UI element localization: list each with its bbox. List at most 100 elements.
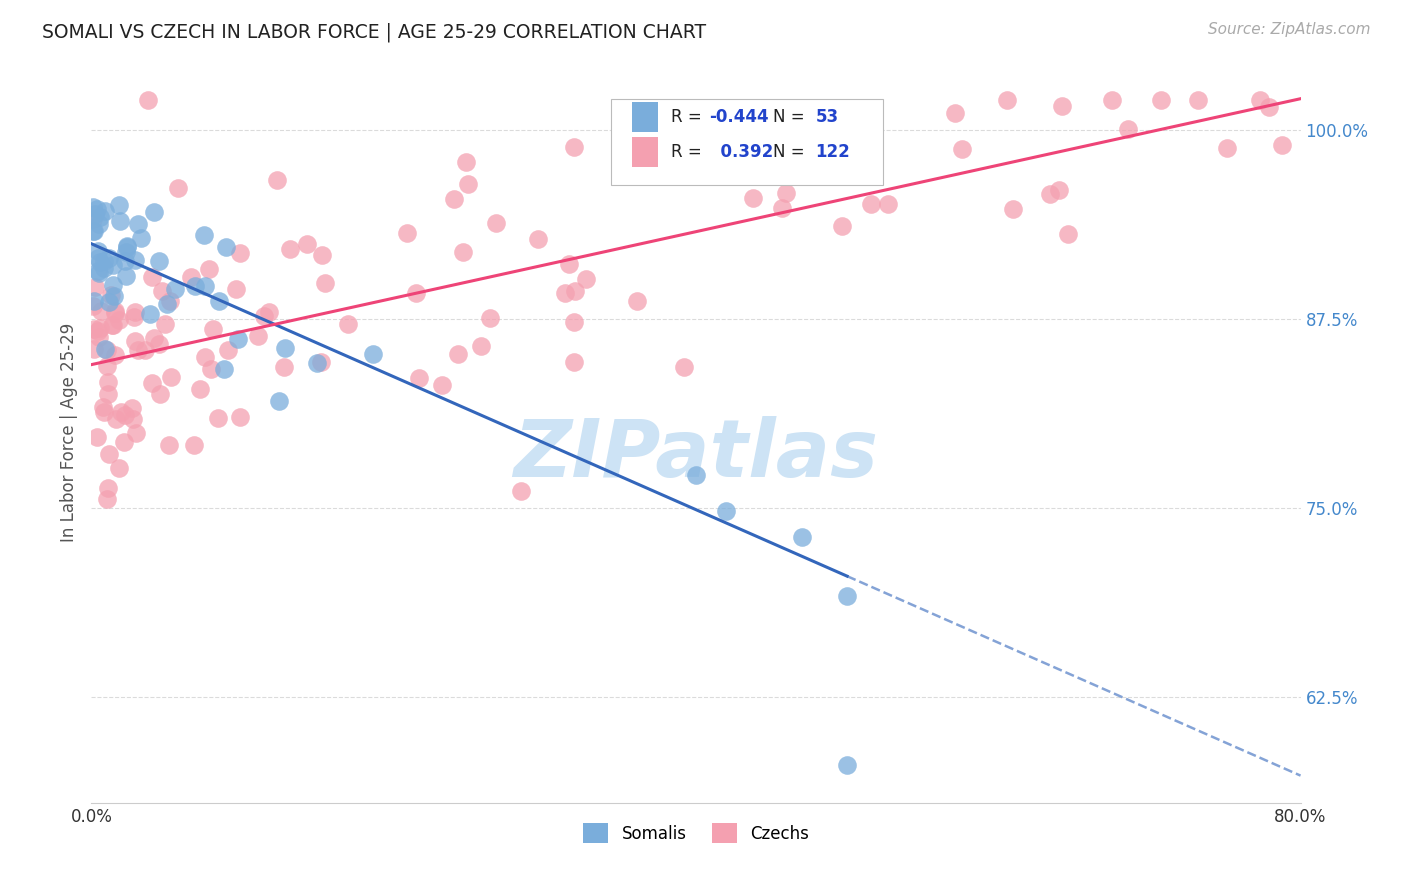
Point [156, 297, 179, 311]
Point [115, 238, 138, 252]
Point [127, 343, 149, 357]
Point [122, 310, 145, 324]
Point [456, 155, 478, 169]
Point [1258, 100, 1281, 114]
Point [1101, 93, 1123, 107]
Point [159, 293, 181, 308]
Point [94, 203, 117, 218]
Point [100, 288, 122, 302]
Point [82, 224, 104, 238]
Point [193, 228, 215, 243]
Point [742, 191, 765, 205]
Point [107, 197, 129, 211]
Point [950, 142, 973, 156]
Point [124, 252, 146, 267]
Text: 122: 122 [815, 144, 851, 161]
Point [84, 207, 107, 221]
Point [430, 377, 453, 392]
Point [1039, 186, 1062, 201]
Point [1001, 202, 1024, 216]
Point [107, 313, 129, 327]
Point [309, 355, 332, 369]
Point [509, 483, 531, 498]
Point [142, 205, 165, 219]
Point [831, 219, 853, 233]
Point [103, 288, 125, 302]
Point [97, 376, 120, 390]
Point [790, 161, 813, 176]
Text: 53: 53 [815, 108, 839, 127]
Point [470, 339, 492, 353]
Point [143, 331, 166, 345]
Point [141, 270, 163, 285]
Text: ZIPatlas: ZIPatlas [513, 416, 879, 494]
Point [124, 334, 146, 348]
Point [98, 294, 121, 309]
Point [134, 343, 156, 357]
Point [198, 261, 221, 276]
Point [274, 341, 297, 355]
Point [115, 245, 138, 260]
Point [93, 404, 115, 418]
Text: Source: ZipAtlas.com: Source: ZipAtlas.com [1208, 22, 1371, 37]
Y-axis label: In Labor Force | Age 25-29: In Labor Force | Age 25-29 [59, 323, 77, 542]
Point [685, 468, 707, 483]
Point [995, 93, 1018, 107]
Point [200, 361, 222, 376]
Point [278, 243, 301, 257]
Point [108, 214, 131, 228]
Point [201, 322, 224, 336]
Point [87, 266, 110, 280]
Point [101, 277, 124, 292]
Point [82, 200, 104, 214]
Point [770, 201, 793, 215]
Point [554, 285, 576, 300]
Point [859, 196, 882, 211]
Point [190, 382, 212, 396]
Point [214, 240, 236, 254]
Point [148, 337, 170, 351]
Point [87, 217, 110, 231]
Point [115, 240, 138, 254]
Point [1150, 93, 1173, 107]
Point [82, 211, 104, 226]
Point [87, 244, 110, 258]
Point [105, 412, 128, 426]
Point [160, 370, 183, 384]
Point [361, 347, 384, 361]
Point [101, 318, 124, 332]
Text: R =: R = [671, 144, 707, 161]
Point [87, 264, 110, 278]
Text: N =: N = [773, 108, 810, 127]
FancyBboxPatch shape [631, 137, 658, 167]
Point [103, 304, 125, 318]
Text: R =: R = [671, 108, 707, 127]
Point [229, 409, 252, 424]
Point [575, 271, 598, 285]
Point [115, 269, 138, 284]
Point [311, 248, 333, 262]
Point [108, 461, 131, 475]
Point [269, 394, 291, 409]
Point [138, 308, 160, 322]
Point [457, 177, 479, 191]
Point [94, 342, 117, 356]
Point [183, 438, 205, 452]
Point [253, 309, 276, 323]
Point [97, 387, 120, 401]
Point [257, 305, 280, 319]
Point [314, 276, 336, 290]
Point [153, 317, 176, 331]
Point [194, 279, 217, 293]
Point [148, 254, 170, 268]
Point [295, 236, 318, 251]
Point [90, 304, 112, 318]
Text: 0.392: 0.392 [709, 144, 773, 161]
Point [112, 435, 135, 450]
Point [96, 343, 118, 357]
Point [714, 503, 737, 517]
Point [82, 299, 104, 313]
Point [100, 318, 122, 333]
Point [562, 315, 585, 329]
Point [121, 401, 143, 416]
